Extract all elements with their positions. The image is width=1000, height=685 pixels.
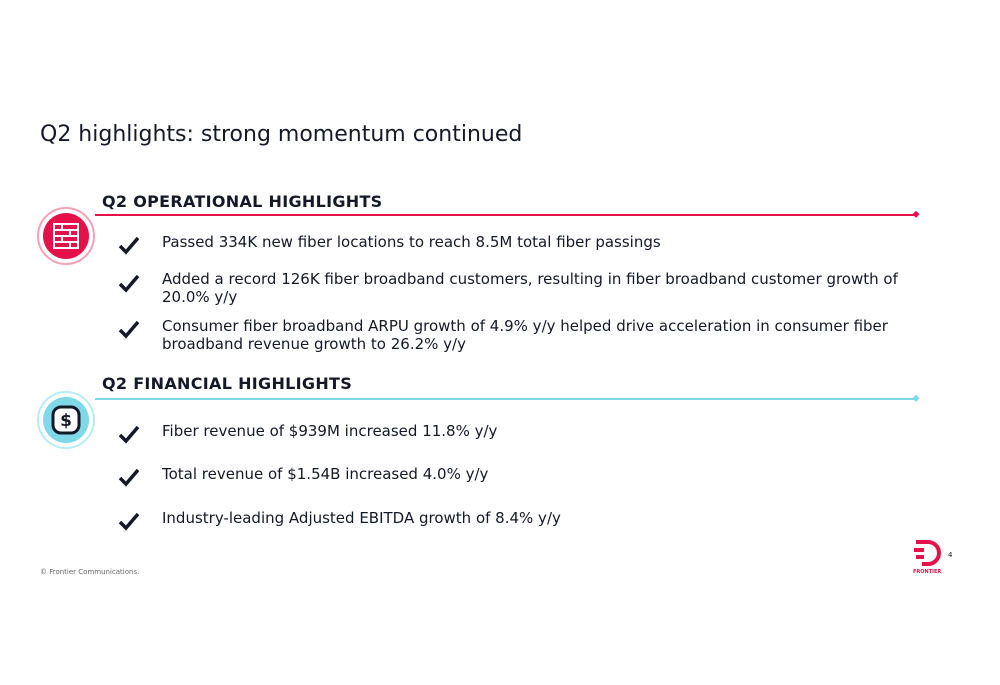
logo-text: FRONTIER — [913, 569, 942, 575]
section-heading: Q2 FINANCIAL HIGHLIGHTS — [102, 374, 353, 393]
bullet-text: Total revenue of $1.54B increased 4.0% y… — [162, 465, 489, 483]
check-icon — [118, 468, 140, 487]
divider-end — [912, 211, 920, 218]
section-heading: Q2 OPERATIONAL HIGHLIGHTS — [102, 192, 383, 211]
divider — [95, 214, 915, 216]
page-number: 4 — [948, 551, 953, 559]
slide-title: Q2 highlights: strong momentum continued — [40, 122, 523, 147]
check-icon — [118, 425, 140, 444]
divider-end — [912, 395, 920, 402]
bullet-text: Passed 334K new fiber locations to reach… — [162, 233, 661, 251]
check-icon — [118, 274, 140, 293]
brick-icon — [37, 207, 95, 265]
bullet-text: Added a record 126K fiber broadband cust… — [162, 270, 898, 306]
svg-text:$: $ — [60, 411, 72, 431]
bullet-text: Industry-leading Adjusted EBITDA growth … — [162, 509, 561, 527]
copyright: © Frontier Communications. — [40, 568, 140, 576]
check-icon — [118, 320, 140, 339]
bullet-text: Consumer fiber broadband ARPU growth of … — [162, 317, 888, 353]
check-icon — [118, 236, 140, 255]
check-icon — [118, 512, 140, 531]
bullet-text: Fiber revenue of $939M increased 11.8% y… — [162, 422, 498, 440]
logo — [914, 540, 941, 566]
dollar-icon: $ — [37, 391, 95, 449]
divider — [95, 398, 915, 400]
